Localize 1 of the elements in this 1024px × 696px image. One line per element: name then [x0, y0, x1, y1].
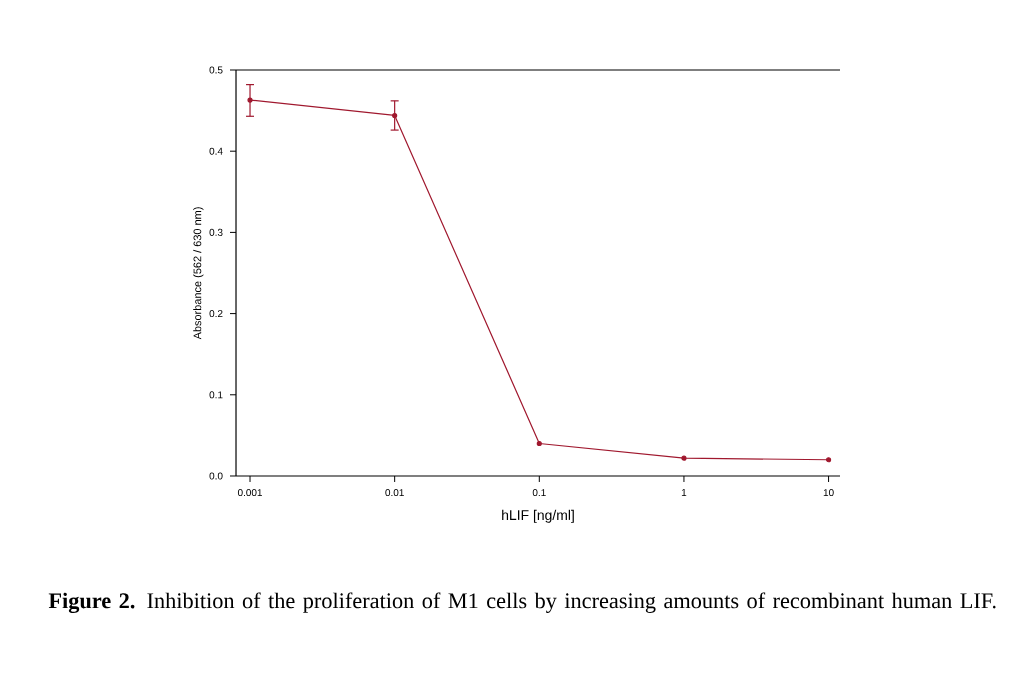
text: Figure 2. Inhibition of the proliferation of M1 cells by increasing amounts of recombinant human LIF.	[48, 592, 996, 614]
